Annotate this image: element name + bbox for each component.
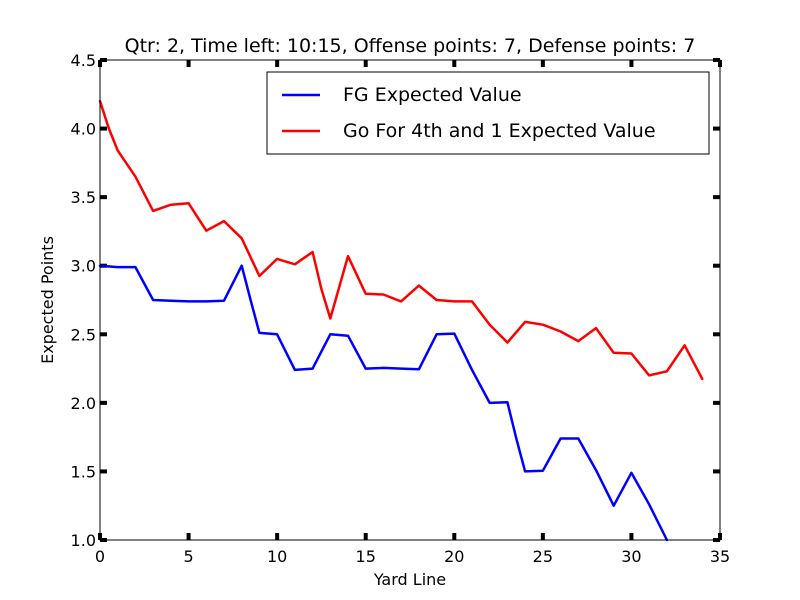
x-tick-label: 20 [444, 547, 464, 566]
y-tick-label: 1.5 [71, 462, 96, 481]
y-tick-label: 3.5 [71, 188, 96, 207]
x-tick-label: 30 [621, 547, 641, 566]
legend-label-go-for-it: Go For 4th and 1 Expected Value [343, 120, 656, 142]
y-tick-label: 2.5 [71, 325, 96, 344]
chart-title: Qtr: 2, Time left: 10:15, Offense points… [125, 35, 696, 57]
line-layer [100, 101, 702, 540]
y-axis-label: Expected Points [38, 236, 57, 364]
x-tick-label: 25 [533, 547, 553, 566]
y-tick-label: 1.0 [71, 531, 96, 550]
y-tick-label: 3.0 [71, 257, 96, 276]
y-tick-label: 2.0 [71, 394, 96, 413]
x-tick-label: 10 [267, 547, 287, 566]
x-axis-label: Yard Line [373, 570, 446, 589]
legend-label-fg: FG Expected Value [343, 84, 522, 106]
x-tick-label: 15 [356, 547, 376, 566]
x-tick-label: 0 [95, 547, 105, 566]
x-tick-label: 35 [710, 547, 730, 566]
legend: FG Expected Value Go For 4th and 1 Expec… [267, 72, 709, 154]
series-line-fg [100, 266, 667, 540]
y-tick-label: 4.0 [71, 120, 96, 139]
x-tick-label: 5 [183, 547, 193, 566]
y-tick-label: 4.5 [71, 51, 96, 70]
